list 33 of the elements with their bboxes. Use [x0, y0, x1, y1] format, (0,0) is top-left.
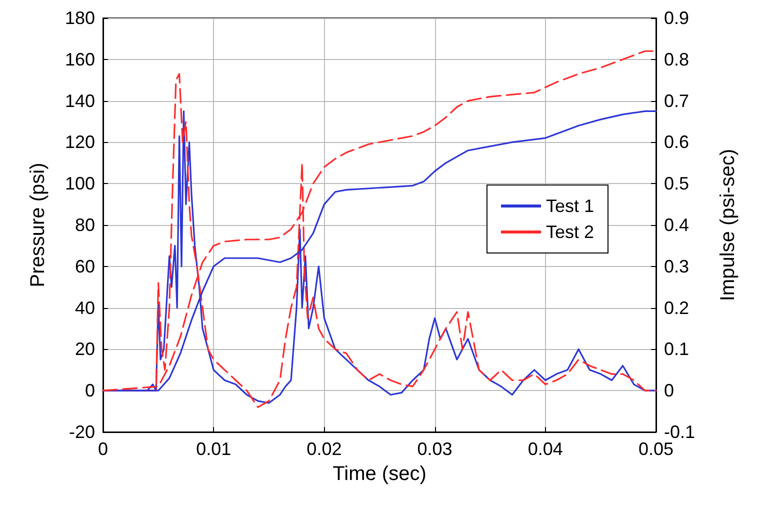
x-tick-label: 0.03: [417, 439, 452, 459]
y2-tick-label: -0.1: [664, 422, 696, 442]
legend-label: Test 2: [546, 222, 594, 242]
x-axis-title: Time (sec): [332, 463, 426, 485]
y-tick-label: 180: [64, 8, 95, 28]
y2-tick-label: 0.4: [664, 215, 690, 235]
y2-tick-label: 0.3: [664, 256, 690, 276]
x-tick-label: 0.05: [638, 439, 674, 459]
x-tick-label: 0: [98, 439, 108, 459]
y2-tick-label: 0.9: [664, 8, 690, 28]
y-tick-label: 160: [64, 49, 95, 70]
y2-tick-label: 0.5: [664, 174, 690, 194]
y-tick-label: 0: [84, 380, 95, 401]
y-tick-label: 100: [64, 174, 95, 194]
legend-label: Test 1: [546, 196, 594, 216]
y-tick-label: 20: [74, 339, 95, 360]
y2-tick-label: 0.8: [664, 49, 690, 70]
y-tick-label: 140: [64, 90, 95, 111]
y-tick-label: 40: [74, 298, 95, 318]
x-tick-label: 0.01: [196, 439, 232, 459]
y-tick-label: 60: [74, 256, 95, 276]
y-axis-title: Pressure (psi): [27, 162, 49, 288]
y2-axis-title: Impulse (psi-sec): [717, 148, 739, 302]
y-tick-label: 120: [64, 132, 95, 152]
y-tick-label: -20: [68, 422, 95, 442]
y2-tick-label: 0.7: [664, 90, 690, 111]
x-tick-label: 0.02: [306, 439, 342, 459]
y2-tick-label: 0.6: [664, 132, 690, 152]
x-tick-label: 0.04: [528, 439, 563, 459]
y-tick-label: 80: [74, 215, 95, 235]
y2-tick-label: 0.2: [664, 298, 690, 318]
y2-tick-label: 0: [664, 380, 674, 401]
y2-tick-label: 0.1: [664, 339, 690, 360]
